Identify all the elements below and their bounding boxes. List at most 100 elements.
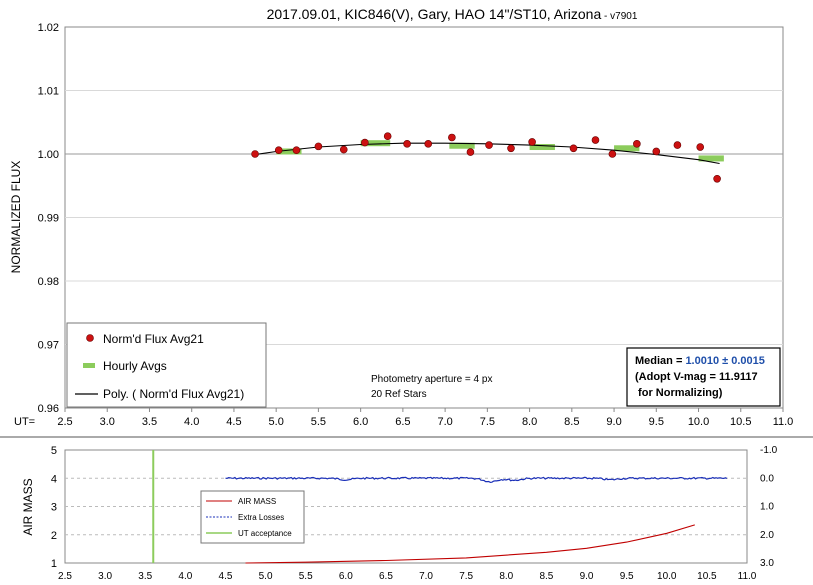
top-y-tick-labels: 0.96 0.97 0.98 0.99 1.00 1.01 1.02 xyxy=(38,22,59,415)
bottom-x-tick-label: 2.5 xyxy=(58,571,72,582)
legend-losses-label: Extra Losses xyxy=(238,513,284,522)
top-y-tick-label: 0.98 xyxy=(38,276,59,288)
bottom-x-tick-label: 10.5 xyxy=(697,571,717,582)
flux-point xyxy=(485,141,493,149)
flux-point xyxy=(314,142,323,151)
adopt-vmag: (Adopt V-mag = 11.9117 xyxy=(635,371,758,383)
airmass-line xyxy=(245,524,695,564)
bottom-x-tick-label: 5.5 xyxy=(299,571,313,582)
bottom-y2-tick-label: 0.0 xyxy=(760,473,774,484)
flux-point xyxy=(673,141,682,149)
bottom-x-tick-label: 11.0 xyxy=(738,571,757,582)
bottom-x-tick-label: 8.5 xyxy=(539,571,553,582)
top-x-tick-label: 3.0 xyxy=(100,416,115,428)
top-x-tick-label: 10.5 xyxy=(730,416,751,428)
bottom-y-tick-label: 2 xyxy=(51,530,57,542)
bottom-y-tick-label: 4 xyxy=(51,473,57,485)
flux-point xyxy=(696,143,705,151)
top-x-tick-label: 6.0 xyxy=(353,416,368,428)
top-x-tick-label: 7.5 xyxy=(480,416,495,428)
top-x-tick-label: 6.5 xyxy=(395,416,410,428)
ref-stars-note: 20 Ref Stars xyxy=(371,389,427,400)
bottom-y-axis-label: AIR MASS xyxy=(21,478,35,535)
top-y-tick-label: 1.00 xyxy=(38,149,59,161)
top-x-tick-label: 4.5 xyxy=(226,416,241,428)
flux-point xyxy=(713,174,721,183)
bottom-y-tick-label: 5 xyxy=(51,445,57,457)
hourly-avg-bar xyxy=(276,148,302,155)
top-y-tick-label: 0.97 xyxy=(38,340,59,352)
bottom-y2-tick-labels: -1.0 0.0 1.0 2.0 3.0 xyxy=(760,445,778,569)
bottom-x-tick-label: 5.0 xyxy=(259,571,273,582)
legend-poly-label: Poly. ( Norm'd Flux Avg21) xyxy=(103,387,244,401)
bottom-x-tick-label: 6.5 xyxy=(379,571,393,582)
flux-point xyxy=(403,140,411,148)
top-y-tick-label: 0.96 xyxy=(38,403,59,415)
bottom-plot-area xyxy=(64,449,748,564)
top-y-tick-label: 1.02 xyxy=(38,22,59,34)
bottom-y-tick-labels: 1 2 3 4 5 xyxy=(51,445,57,570)
bottom-x-tick-label: 3.0 xyxy=(98,571,112,582)
top-x-tick-label: 2.5 xyxy=(57,416,72,428)
bottom-x-tick-label: 6.0 xyxy=(339,571,353,582)
flux-point xyxy=(339,145,348,154)
bottom-y2-tick-label: -1.0 xyxy=(760,445,778,456)
chart-title-main: 2017.09.01, KIC846(V), Gary, HAO 14"/ST1… xyxy=(267,6,602,22)
x-axis-label: UT= xyxy=(14,416,35,428)
hourly-avg-bar xyxy=(698,155,724,162)
bottom-x-tick-label: 7.0 xyxy=(419,571,433,582)
legend-airmass-label: AIR MASS xyxy=(238,497,276,506)
top-series-layer xyxy=(251,132,724,183)
bottom-x-tick-label: 4.0 xyxy=(178,571,192,582)
aperture-note: Photometry aperture = 4 px xyxy=(371,374,492,385)
flux-point xyxy=(633,140,641,148)
chart-title-suffix: - v7901 xyxy=(601,11,638,22)
top-x-tick-label: 9.0 xyxy=(606,416,621,428)
bottom-x-tick-label: 3.5 xyxy=(138,571,152,582)
top-x-tick-label: 8.5 xyxy=(564,416,579,428)
median-box xyxy=(626,347,781,407)
top-y-tick-label: 0.99 xyxy=(38,213,59,225)
median-value: 1.0010 ± 0.0015 xyxy=(685,355,764,367)
flux-point xyxy=(361,138,369,147)
flux-point xyxy=(569,144,578,153)
legend-hourly-marker xyxy=(83,363,95,368)
legend-hourly-label: Hourly Avgs xyxy=(103,359,167,373)
top-x-tick-labels: 2.5 3.0 3.5 4.0 4.5 5.0 5.5 6.0 6.5 7.0 7.5 8.0 8.5 9… xyxy=(57,416,793,428)
extra-losses-line xyxy=(225,476,728,484)
bottom-series-layer xyxy=(152,450,728,564)
flux-point xyxy=(652,147,661,156)
chart-title: 2017.09.01, KIC846(V), Gary, HAO 14"/ST1… xyxy=(267,6,638,22)
legend-ut-label: UT acceptance xyxy=(238,529,292,538)
top-x-tick-label: 8.0 xyxy=(522,416,537,428)
bottom-x-tick-label: 10.0 xyxy=(657,571,677,582)
legend-flux-label: Norm'd Flux Avg21 xyxy=(103,332,204,346)
bottom-y2-tick-label: 2.0 xyxy=(760,530,774,541)
bottom-x-tick-labels: 2.5 3.0 3.5 4.0 4.5 5.0 5.5 6.0 6.5 7.0 7.5 8.0 8.5 9… xyxy=(58,571,757,582)
for-normalizing: for Normalizing) xyxy=(635,387,723,399)
flux-point xyxy=(424,140,433,148)
top-x-tick-label: 11.0 xyxy=(773,416,794,428)
bottom-x-tick-label: 9.0 xyxy=(580,571,594,582)
bottom-y-tick-label: 3 xyxy=(51,502,57,514)
hourly-avg-bar xyxy=(614,145,640,152)
top-y-tick-label: 1.01 xyxy=(38,86,59,98)
flux-point xyxy=(448,133,456,142)
median-label: Median = xyxy=(635,355,685,367)
top-x-tick-label: 4.0 xyxy=(184,416,199,428)
bottom-x-tick-label: 8.0 xyxy=(499,571,513,582)
top-x-tick-label: 5.0 xyxy=(269,416,284,428)
flux-point xyxy=(466,148,475,156)
legend-flux-marker xyxy=(86,334,94,342)
top-legend xyxy=(66,322,267,408)
flux-point xyxy=(292,146,301,154)
hourly-avg-bar xyxy=(529,144,555,151)
top-y-axis-label: NORMALIZED FLUX xyxy=(9,161,23,274)
bottom-y2-tick-label: 3.0 xyxy=(760,558,774,569)
top-x-tick-label: 10.0 xyxy=(688,416,709,428)
top-x-tick-label: 3.5 xyxy=(142,416,157,428)
top-x-tick-label: 5.5 xyxy=(311,416,326,428)
flux-point xyxy=(383,132,392,141)
flux-point xyxy=(507,144,515,153)
